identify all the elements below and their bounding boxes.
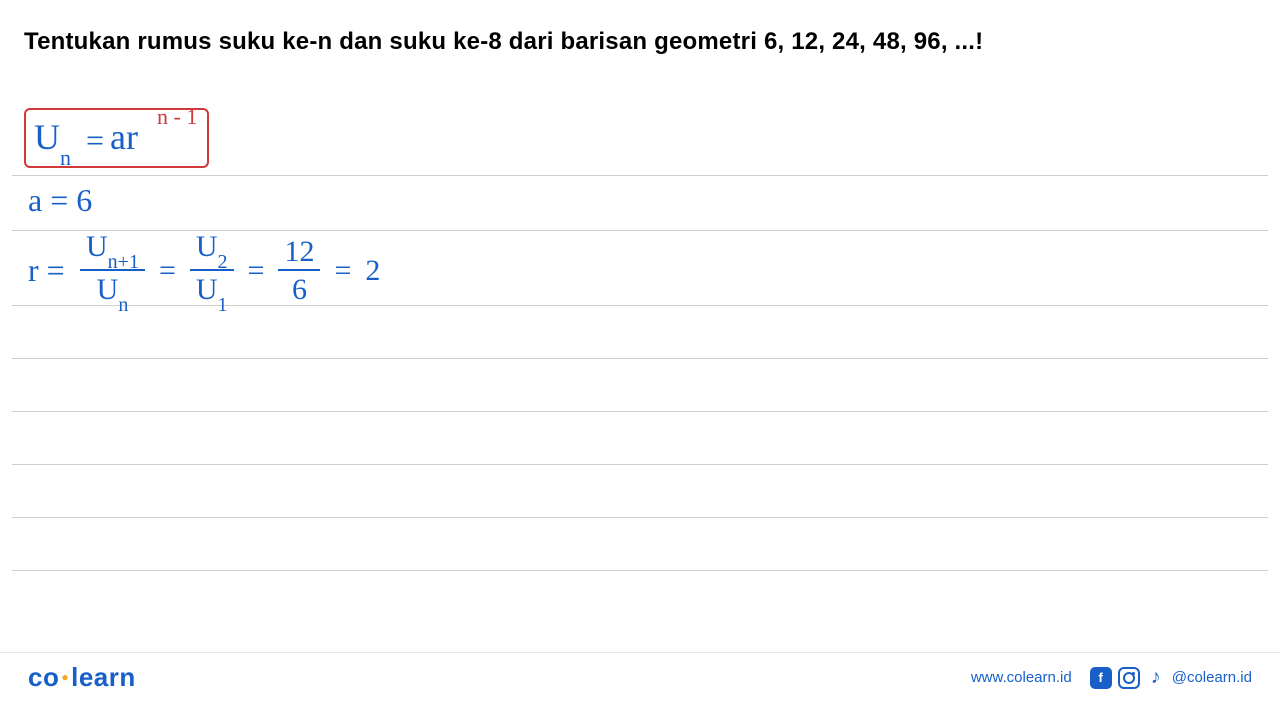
formula-exponent: n - 1 [157, 104, 197, 130]
result-2: 2 [365, 254, 380, 288]
logo-learn: learn [71, 662, 136, 692]
frac2-den-sub: 1 [218, 294, 228, 316]
frac2-den-base: U [196, 273, 218, 306]
logo-co: co [28, 662, 59, 692]
rule-line [12, 464, 1268, 465]
frac1-num: Un+1 [80, 232, 145, 271]
frac2-num-base: U [196, 230, 218, 263]
logo: co●learn [28, 662, 136, 693]
social-handle: @colearn.id [1172, 669, 1252, 686]
rule-line [12, 358, 1268, 359]
formula-u: U [34, 117, 60, 157]
rule-line [12, 175, 1268, 176]
frac2-den: U1 [190, 271, 234, 310]
tiktok-icon[interactable]: ♪ [1146, 667, 1166, 689]
frac-u2-over-u1: U2 U1 [190, 232, 234, 310]
instagram-icon[interactable] [1118, 667, 1140, 689]
frac2-num-sub: 2 [218, 251, 228, 273]
question-text: Tentukan rumus suku ke-n dan suku ke-8 d… [24, 28, 983, 56]
frac1-num-sub: n+1 [108, 251, 139, 273]
frac2-num: U2 [190, 232, 234, 271]
formula-equals: = [86, 122, 104, 159]
frac1-den-base: U [97, 273, 119, 306]
frac-un1-over-un: Un+1 Un [80, 232, 145, 310]
eq3: = [334, 254, 351, 288]
rule-line [12, 570, 1268, 571]
footer-right: www.colearn.id f ♪ @colearn.id [971, 667, 1252, 689]
formula-sub-n: n [60, 145, 71, 170]
frac1-num-base: U [86, 230, 108, 263]
frac-12-over-6: 12 6 [278, 237, 320, 305]
social-icons: f ♪ @colearn.id [1090, 667, 1252, 689]
logo-dot-icon: ● [61, 670, 69, 684]
facebook-icon[interactable]: f [1090, 667, 1112, 689]
frac3-num: 12 [278, 237, 320, 271]
formula-rhs: ar [110, 116, 138, 158]
rule-line [12, 517, 1268, 518]
frac1-den: Un [80, 271, 145, 310]
line-a-equals-6: a = 6 [28, 182, 92, 219]
eq1: = [159, 254, 176, 288]
fraction-row: Un+1 Un = U2 U1 = 12 6 = 2 [80, 232, 380, 310]
website-link[interactable]: www.colearn.id [971, 669, 1072, 686]
formula-lhs: Un [34, 116, 71, 163]
rule-line [12, 411, 1268, 412]
line-r-prefix: r = [28, 252, 65, 289]
footer: co●learn www.colearn.id f ♪ @colearn.id [0, 652, 1280, 702]
frac3-den: 6 [278, 271, 320, 305]
frac1-den-sub: n [118, 294, 128, 316]
eq2: = [248, 254, 265, 288]
